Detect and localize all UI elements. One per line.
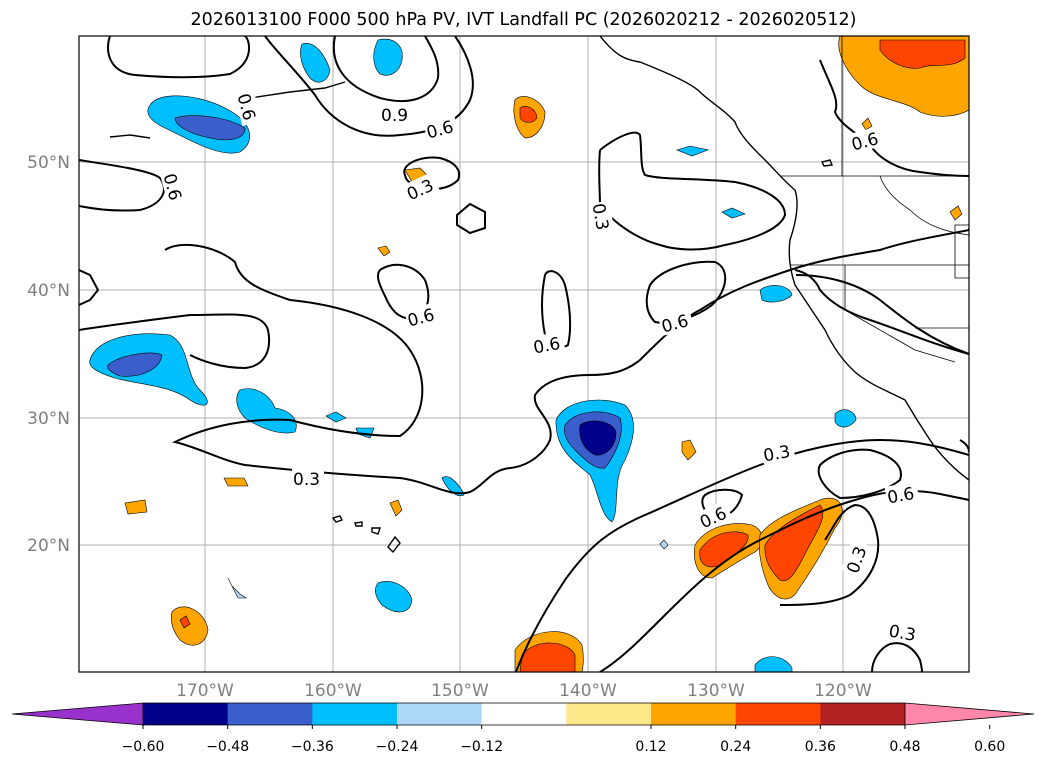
contour-label: 0.6 <box>886 484 916 508</box>
colorbar-segment <box>566 703 652 725</box>
lon-label-130w: 130°W <box>687 681 745 701</box>
colorbar-tick-label: −0.36 <box>291 739 334 755</box>
colorbar-tick-label: −0.48 <box>206 739 249 755</box>
colorbar-tick-label: 0.48 <box>889 739 920 755</box>
lat-label-50n: 50°N <box>27 153 70 173</box>
pv-contours <box>79 36 969 672</box>
map-title: 2026013100 F000 500 hPa PV, IVT Landfall… <box>190 10 857 30</box>
pv-negative-patches <box>89 38 857 672</box>
colorbar-segment <box>820 703 906 725</box>
colorbar-tick-label: −0.60 <box>122 739 165 755</box>
map-frame <box>78 35 970 673</box>
colorbar-tick-label: −0.24 <box>376 739 419 755</box>
lon-label-170w: 170°W <box>176 681 234 701</box>
colorbar-segment <box>397 703 483 725</box>
colorbar-tick-label: 0.36 <box>805 739 836 755</box>
latitude-labels: 50°N 40°N 30°N 20°N <box>27 153 70 556</box>
colorbar-segment <box>481 703 567 725</box>
colorbar-segment <box>143 703 229 725</box>
state-borders <box>780 36 969 363</box>
lat-label-20n: 20°N <box>27 536 70 556</box>
colorbar-segment <box>227 703 313 725</box>
longitude-labels: 170°W 160°W 150°W 140°W 130°W 120°W <box>176 681 872 701</box>
lat-label-40n: 40°N <box>27 281 70 301</box>
lon-label-120w: 120°W <box>814 681 872 701</box>
colorbar-tick-label: −0.12 <box>460 739 503 755</box>
lon-label-150w: 150°W <box>431 681 489 701</box>
lat-label-30n: 30°N <box>27 409 70 429</box>
colorbar-tick-label: 0.12 <box>635 739 666 755</box>
pv-positive-patches <box>124 36 969 672</box>
contour-label: 0.3 <box>588 202 612 232</box>
contour-label: 0.6 <box>532 334 562 358</box>
contour-label: 0.3 <box>293 470 320 490</box>
contour-label: 0.3 <box>762 442 792 466</box>
coastlines <box>109 36 969 554</box>
lon-label-160w: 160°W <box>304 681 362 701</box>
contour-label: 0.3 <box>887 622 917 646</box>
colorbar-tick-label: 0.24 <box>720 739 751 755</box>
lon-label-140w: 140°W <box>559 681 617 701</box>
colorbar-tick-label: 0.60 <box>974 739 1005 755</box>
colorbar-extend-high <box>905 703 1034 725</box>
contour-label: 0.9 <box>381 106 408 126</box>
colorbar: −0.60 −0.48 −0.36 −0.24 −0.12 0.12 0.24 0.36 0.4… <box>11 702 1035 755</box>
colorbar-segment <box>312 703 398 725</box>
colorbar-segment <box>735 703 821 725</box>
colorbar-segment <box>651 703 737 725</box>
colorbar-extend-low <box>12 703 143 725</box>
